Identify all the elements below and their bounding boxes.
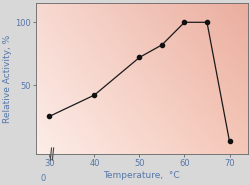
Text: 0: 0 xyxy=(40,174,46,183)
X-axis label: Temperature,  °C: Temperature, °C xyxy=(103,171,179,180)
Y-axis label: Relative Activity, %: Relative Activity, % xyxy=(4,35,13,123)
